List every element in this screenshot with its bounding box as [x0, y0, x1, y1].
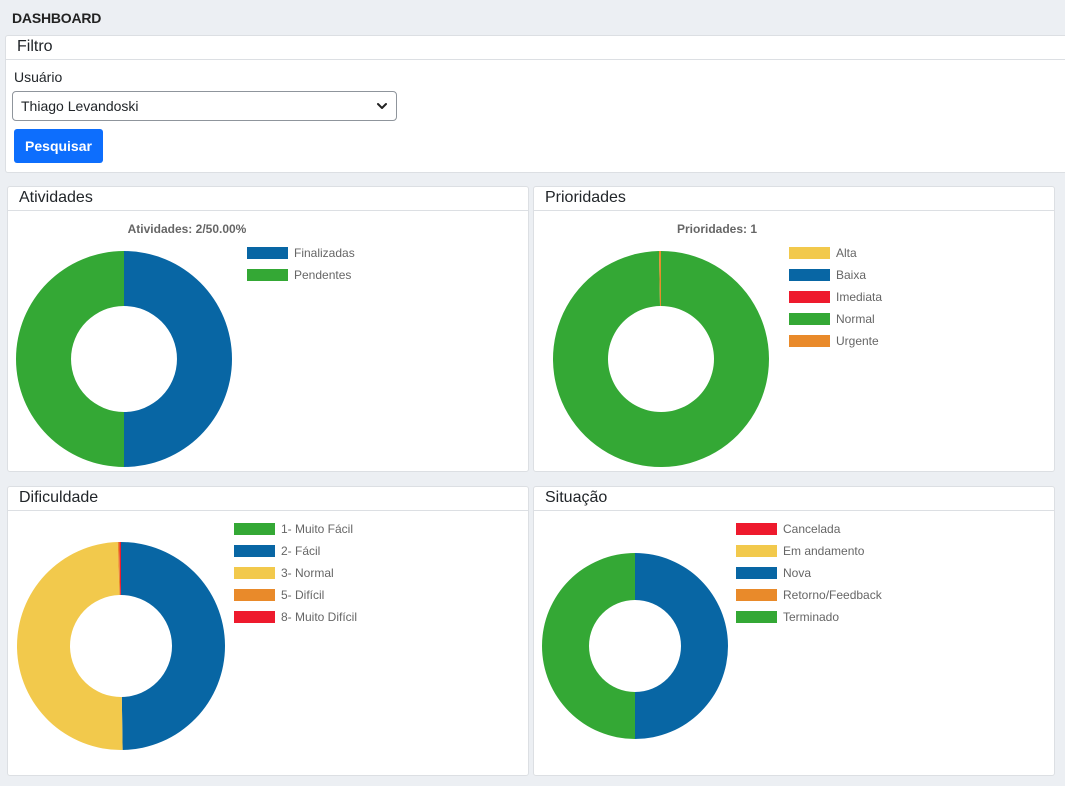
- filter-card: Filtro Usuário Thiago Levandoski Pesquis…: [5, 35, 1065, 173]
- situacao-header: Situação: [534, 487, 1054, 511]
- user-select-value: Thiago Levandoski: [21, 98, 139, 114]
- slice-2-facil[interactable]: [121, 542, 226, 750]
- legend-swatch: [234, 545, 275, 557]
- slice-terminado[interactable]: [542, 553, 635, 739]
- legend-swatch: [234, 589, 275, 601]
- legend-item-3-normal[interactable]: 3- Normal: [234, 566, 334, 580]
- legend-label: Em andamento: [783, 544, 865, 558]
- legend-swatch: [736, 589, 777, 601]
- legend-swatch: [736, 611, 777, 623]
- page-title: DASHBOARD: [12, 10, 102, 26]
- legend-item-urgente[interactable]: Urgente: [789, 334, 879, 348]
- situacao-chart: Cancelada Em andamento Nova Retorno/Feedbac…: [542, 522, 883, 739]
- slice-3-normal[interactable]: [16, 542, 123, 750]
- legend-label: Retorno/Feedback: [783, 588, 883, 602]
- legend-label: Nova: [783, 566, 811, 580]
- legend-item-terminado[interactable]: Terminado: [736, 610, 839, 624]
- chevron-down-icon: [377, 103, 387, 109]
- dificuldade-card: Dificuldade 1- Muito Fácil 2- Fácil 3- Nor…: [7, 486, 529, 776]
- dificuldade-header: Dificuldade: [8, 487, 528, 511]
- legend-item-retorno-feedback[interactable]: Retorno/Feedback: [736, 588, 883, 602]
- legend-swatch: [234, 523, 275, 535]
- slice-nova[interactable]: [635, 553, 728, 739]
- legend-label: 3- Normal: [281, 566, 334, 580]
- chart-title: Prioridades: 1: [677, 222, 757, 236]
- prioridades-chart: Prioridades: 1 Alta Baixa Imediata Normal Urg…: [552, 222, 882, 467]
- legend-item-em-andamento[interactable]: Em andamento: [736, 544, 865, 558]
- slice-normal[interactable]: [552, 251, 769, 467]
- slice-pendentes[interactable]: [16, 251, 124, 467]
- legend-item-2-facil[interactable]: 2- Fácil: [234, 544, 320, 558]
- legend-item-1-muito-facil[interactable]: 1- Muito Fácil: [234, 522, 353, 536]
- legend-swatch: [736, 567, 777, 579]
- slice-5-dificil[interactable]: [117, 542, 121, 596]
- legend-label: Terminado: [783, 610, 839, 624]
- legend-swatch: [789, 313, 830, 325]
- search-button[interactable]: Pesquisar: [14, 129, 103, 163]
- situacao-card: Situação Cancelada Em andamento Nova Retorn…: [533, 486, 1055, 776]
- prioridades-header: Prioridades: [534, 187, 1054, 211]
- atividades-header: Atividades: [8, 187, 528, 211]
- legend-item-baixa[interactable]: Baixa: [789, 268, 866, 282]
- user-label: Usuário: [14, 69, 63, 85]
- legend-label: 2- Fácil: [281, 544, 320, 558]
- legend-label: 1- Muito Fácil: [281, 522, 353, 536]
- slice-urgente[interactable]: [658, 251, 661, 307]
- dificuldade-chart: 1- Muito Fácil 2- Fácil 3- Normal 5- Difíci…: [16, 522, 357, 750]
- prioridades-card: Prioridades Prioridades: 1 Alta Baixa Imedi…: [533, 186, 1055, 472]
- legend-swatch: [789, 335, 830, 347]
- legend-item-8-muito-dificil[interactable]: 8- Muito Difícil: [234, 610, 357, 624]
- legend-swatch: [736, 545, 777, 557]
- legend-item-alta[interactable]: Alta: [789, 246, 857, 260]
- user-select[interactable]: Thiago Levandoski: [12, 91, 397, 121]
- legend-label: Pendentes: [294, 268, 351, 282]
- legend-swatch: [736, 523, 777, 535]
- legend-label: Cancelada: [783, 522, 841, 536]
- legend-item-finalizadas[interactable]: Finalizadas: [247, 246, 355, 260]
- legend-label: 5- Difícil: [281, 588, 324, 602]
- legend-label: Urgente: [836, 334, 879, 348]
- legend-item-5-dificil[interactable]: 5- Difícil: [234, 588, 324, 602]
- legend-item-imediata[interactable]: Imediata: [789, 290, 882, 304]
- legend-swatch: [789, 247, 830, 259]
- legend-item-pendentes[interactable]: Pendentes: [247, 268, 351, 282]
- slice-finalizadas[interactable]: [124, 251, 232, 467]
- legend-swatch: [247, 247, 288, 259]
- legend-swatch: [789, 291, 830, 303]
- legend-swatch: [789, 269, 830, 281]
- legend-label: Imediata: [836, 290, 882, 304]
- legend-label: Finalizadas: [294, 246, 355, 260]
- atividades-card: Atividades Atividades: 2/50.00% Finalizad…: [7, 186, 529, 472]
- legend-item-nova[interactable]: Nova: [736, 566, 811, 580]
- legend-item-cancelada[interactable]: Cancelada: [736, 522, 841, 536]
- slice-8-muito-dificil[interactable]: [119, 542, 121, 596]
- legend-label: Alta: [836, 246, 857, 260]
- legend-swatch: [234, 567, 275, 579]
- legend-label: Normal: [836, 312, 875, 326]
- filter-header: Filtro: [6, 36, 1065, 60]
- legend-label: 8- Muito Difícil: [281, 610, 357, 624]
- legend-label: Baixa: [836, 268, 866, 282]
- atividades-chart: Atividades: 2/50.00% Finalizadas Pendentes: [16, 222, 355, 467]
- legend-swatch: [247, 269, 288, 281]
- legend-swatch: [234, 611, 275, 623]
- chart-title: Atividades: 2/50.00%: [128, 222, 247, 236]
- legend-item-normal[interactable]: Normal: [789, 312, 875, 326]
